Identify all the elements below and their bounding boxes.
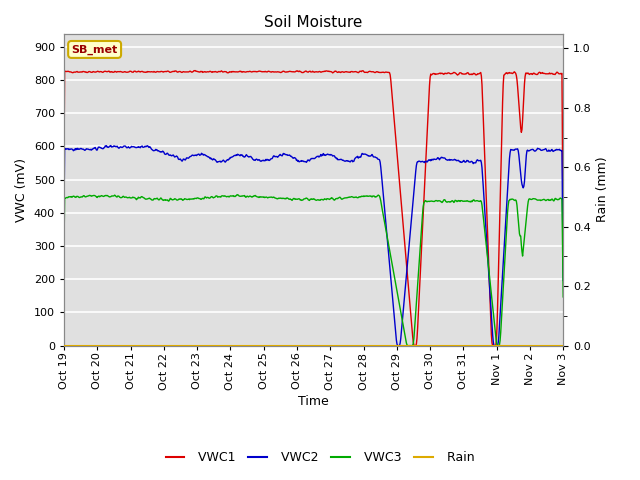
X-axis label: Time: Time	[298, 395, 329, 408]
Y-axis label: VWC (mV): VWC (mV)	[15, 157, 28, 222]
Y-axis label: Rain (mm): Rain (mm)	[596, 157, 609, 222]
Legend:  VWC1,  VWC2,  VWC3,  Rain: VWC1, VWC2, VWC3, Rain	[161, 446, 479, 469]
Text: SB_met: SB_met	[72, 44, 118, 55]
Title: Soil Moisture: Soil Moisture	[264, 15, 363, 30]
